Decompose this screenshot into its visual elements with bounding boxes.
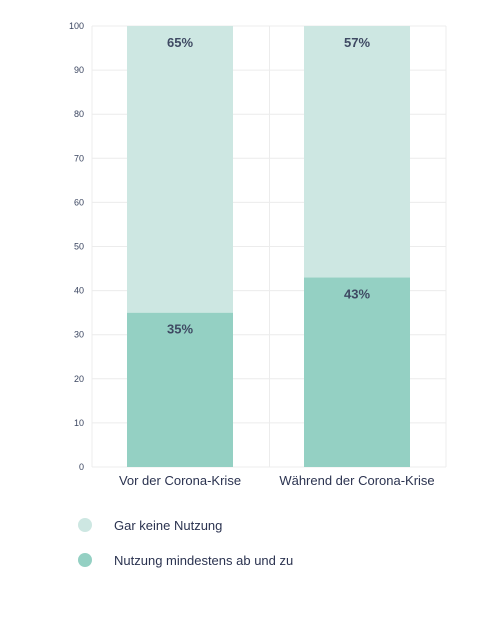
legend-label-some-usage: Nutzung mindestens ab und zu	[114, 552, 294, 568]
data-label-1-series-1: 57%	[344, 35, 370, 50]
y-tick-label-100: 100	[69, 21, 84, 31]
bar-0-series-0	[127, 312, 233, 467]
category-label-0: Vor der Corona-Krise	[119, 473, 241, 488]
legend-label-no-usage: Gar keine Nutzung	[114, 517, 223, 533]
stacked-bar-chart: 35% 65% 43% 57% 0 10 20 30 40 50 60 70 80 90 100 Vor …	[69, 21, 447, 488]
y-tick-label-60: 60	[74, 197, 84, 207]
category-label-1: Während der Corona-Krise	[279, 473, 434, 488]
bar-1-series-0	[304, 277, 410, 467]
bar-1-series-1	[304, 26, 410, 278]
y-tick-label-20: 20	[74, 374, 84, 384]
legend-item-some-usage: Nutzung mindestens ab und zu	[78, 551, 293, 569]
y-tick-label-10: 10	[74, 418, 84, 428]
data-label-0-series-0: 35%	[167, 322, 193, 337]
bar-0-series-1	[127, 26, 233, 313]
data-labels: 35% 65% 43% 57%	[167, 35, 370, 337]
y-tick-label-30: 30	[74, 330, 84, 340]
y-tick-label-50: 50	[74, 242, 84, 252]
y-tick-label-90: 90	[74, 65, 84, 75]
legend-swatch-some-usage	[78, 553, 92, 567]
legend-item-no-usage: Gar keine Nutzung	[78, 516, 293, 534]
legend: Gar keine Nutzung Nutzung mindestens ab …	[78, 516, 293, 586]
y-tick-label-70: 70	[74, 153, 84, 163]
data-label-1-series-0: 43%	[344, 286, 370, 301]
y-tick-label-0: 0	[79, 462, 84, 472]
y-tick-label-40: 40	[74, 286, 84, 296]
y-axis-ticks: 0 10 20 30 40 50 60 70 80 90 100	[69, 21, 84, 472]
x-axis-categories: Vor der Corona-Krise Während der Corona-K…	[119, 473, 435, 488]
data-label-0-series-1: 65%	[167, 35, 193, 50]
y-tick-label-80: 80	[74, 109, 84, 119]
legend-swatch-no-usage	[78, 518, 92, 532]
bars	[127, 26, 410, 467]
